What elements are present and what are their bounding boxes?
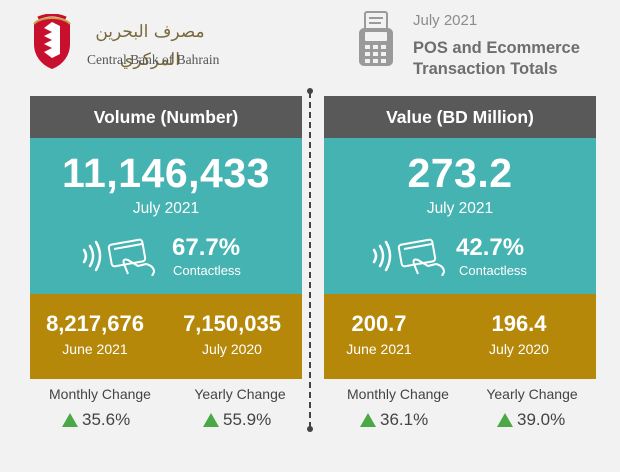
volume-june-2021-label: June 2021 (62, 341, 128, 357)
value-comparison: 200.7 June 2021 196.4 July 2020 (324, 294, 596, 379)
volume-yearly-change-value: 55.9% (223, 410, 272, 429)
volume-july-2020-label: July 2020 (202, 341, 262, 357)
value-contactless-label: Contactless (459, 263, 527, 278)
up-arrow-icon (360, 413, 376, 427)
value-yearly-change-label: Yearly Change (486, 386, 578, 402)
up-arrow-icon (203, 413, 219, 427)
value-monthly-change-value: 36.1% (380, 410, 429, 429)
value-summary: 273.2 July 2021 42.7% Contactless (324, 138, 596, 294)
value-contactless-pct: 42.7% (456, 234, 525, 261)
value-monthly-change: 36.1% (360, 410, 428, 430)
value-june-2021-value: 200.7 (351, 311, 407, 336)
volume-monthly-change-value: 35.6% (82, 410, 131, 429)
volume-monthly-change-label: Monthly Change (49, 386, 151, 402)
volume-total: 11,146,433 (62, 150, 270, 196)
divider-dot-bottom (307, 426, 313, 432)
pos-terminal-icon (359, 11, 393, 66)
volume-period: July 2021 (132, 200, 200, 217)
volume-comparison: 8,217,676 June 2021 7,150,035 July 2020 (30, 294, 302, 379)
volume-panel: Volume (Number) 11,146,433 July 2021 67.… (30, 96, 302, 379)
volume-contactless-pct: 67.7% (172, 234, 241, 261)
value-period: July 2021 (426, 200, 494, 217)
volume-heading: Volume (Number) (30, 96, 302, 138)
bank-name-arabic: مصرف البحرين المركزي (95, 22, 205, 70)
center-divider (309, 92, 311, 428)
divider-dot-top (307, 88, 313, 94)
volume-contactless-label: Contactless (173, 263, 241, 278)
volume-june-2021-value: 8,217,676 (46, 311, 144, 336)
value-total: 273.2 (407, 150, 513, 196)
value-yearly-change: 39.0% (497, 410, 565, 430)
value-yearly-change-value: 39.0% (517, 410, 566, 429)
up-arrow-icon (497, 413, 513, 427)
contactless-card-icon (82, 238, 155, 276)
value-monthly-change-label: Monthly Change (347, 386, 449, 402)
bahrain-emblem-logo (33, 14, 71, 69)
value-june-2021-label: June 2021 (346, 341, 412, 357)
volume-summary: 11,146,433 July 2021 67.7% Contactless (30, 138, 302, 294)
volume-yearly-change: 55.9% (203, 410, 271, 430)
volume-july-2020-value: 7,150,035 (183, 311, 281, 336)
volume-yearly-change-label: Yearly Change (194, 386, 286, 402)
value-july-2020-label: July 2020 (489, 341, 549, 357)
contactless-card-icon (372, 238, 445, 276)
report-title: POS and Ecommerce Transaction Totals (413, 39, 580, 78)
volume-monthly-change: 35.6% (62, 410, 130, 430)
report-period: July 2021 (413, 12, 478, 29)
bank-name-english: Central Bank of Bahrain (87, 52, 220, 67)
up-arrow-icon (62, 413, 78, 427)
value-july-2020-value: 196.4 (491, 311, 547, 336)
value-heading: Value (BD Million) (324, 96, 596, 138)
value-panel: Value (BD Million) 273.2 July 2021 42.7%… (324, 96, 596, 379)
